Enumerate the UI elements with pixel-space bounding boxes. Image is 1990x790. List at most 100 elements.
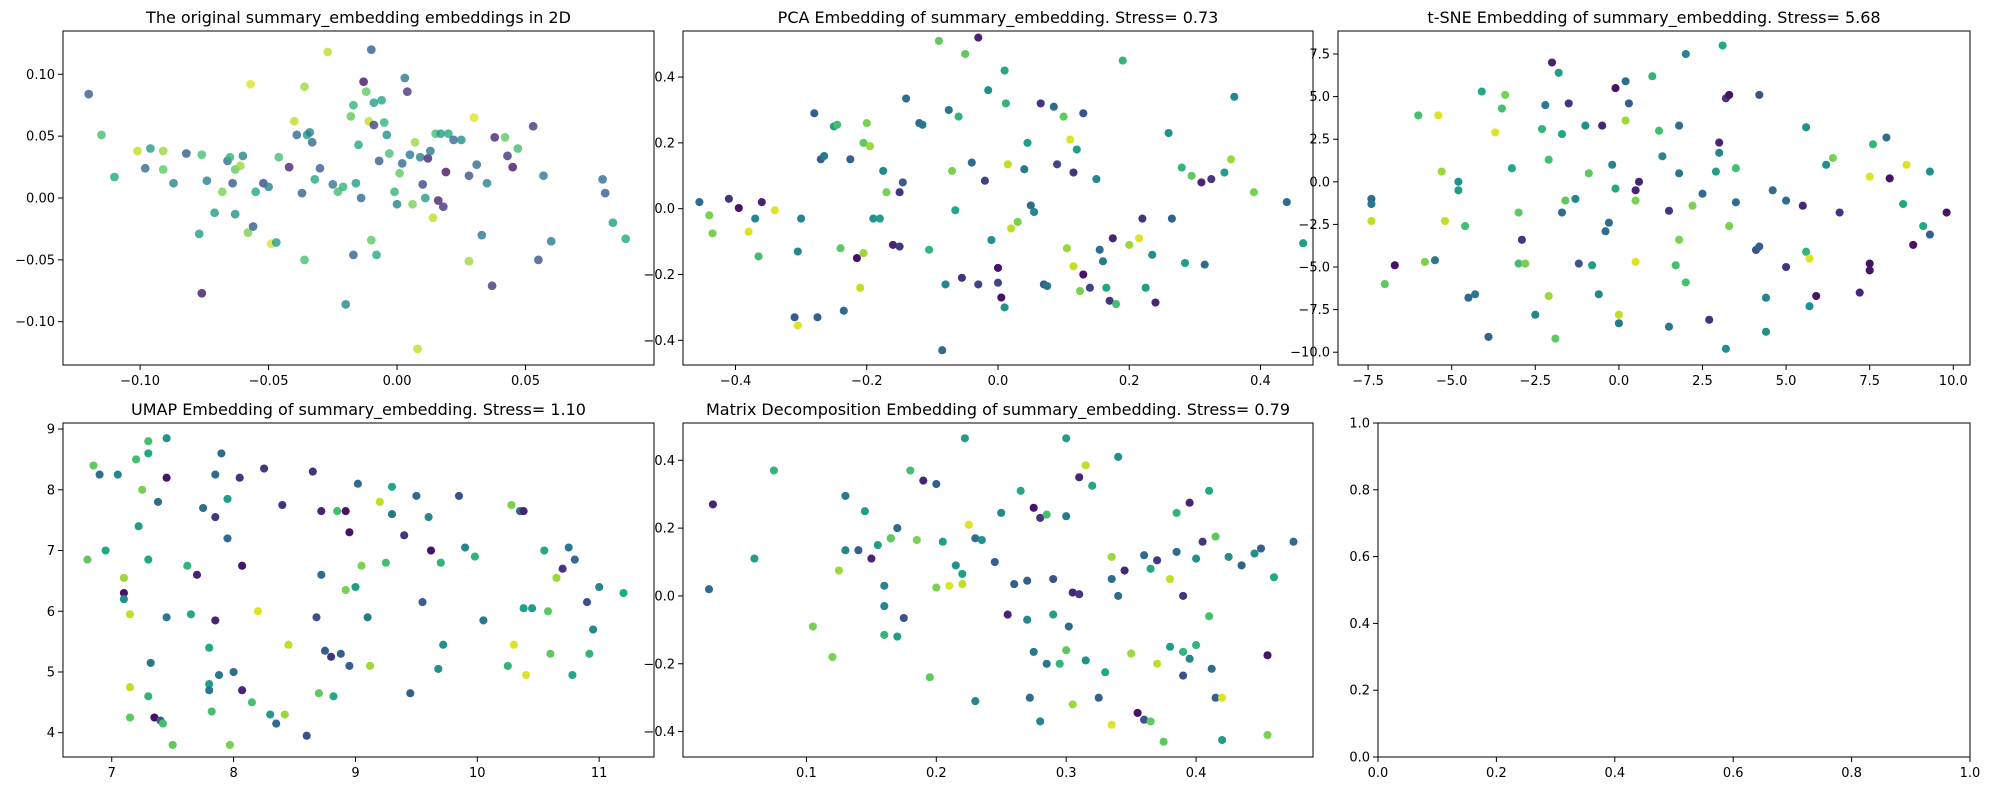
scatter-point: [1207, 175, 1216, 184]
scatter-point: [808, 622, 817, 631]
scatter-point: [1197, 178, 1206, 187]
scatter-point: [608, 218, 618, 228]
scatter-point: [1805, 254, 1814, 263]
y-tick-label: 0.0: [654, 202, 675, 217]
axes-frame: [62, 422, 655, 758]
scatter-point: [522, 670, 531, 680]
scatter-point: [1105, 296, 1114, 305]
scatter-point: [1557, 208, 1567, 217]
scatter-point: [341, 585, 350, 595]
scatter-point: [813, 313, 822, 322]
scatter-point: [1029, 647, 1038, 656]
scatter-point: [1902, 160, 1911, 169]
scatter-points: [695, 33, 1308, 355]
scatter-point: [1899, 199, 1908, 209]
scatter-point: [1148, 250, 1157, 259]
y-tick-label: 0.10: [26, 68, 55, 83]
scatter-point: [708, 229, 717, 238]
x-tick-label: 0.0: [1368, 766, 1389, 781]
scatter-point: [834, 566, 843, 575]
y-tick-label: 0.2: [654, 136, 675, 151]
scatter-point: [1042, 659, 1051, 668]
scatter-point: [349, 250, 358, 260]
scatter-point: [1064, 622, 1073, 631]
scatter-point: [320, 646, 330, 655]
y-tick-label: 4: [47, 726, 55, 741]
scatter-point: [1112, 300, 1121, 309]
scatter-point: [1101, 668, 1110, 677]
scatter-point: [902, 94, 911, 103]
x-tick-label: −5.0: [1436, 374, 1468, 389]
scatter-point: [310, 175, 320, 184]
y-tick-label: 0.0: [654, 589, 675, 604]
scatter-point: [1042, 510, 1051, 519]
scatter-point: [1782, 196, 1791, 205]
scatter-point: [1205, 486, 1214, 495]
scatter-point: [1049, 610, 1058, 619]
scatter-point: [1715, 138, 1724, 147]
scatter-point: [519, 507, 528, 516]
scatter-point: [1023, 576, 1032, 585]
scatter-point: [1069, 262, 1078, 271]
scatter-point: [704, 585, 714, 594]
scatter-point: [1075, 286, 1085, 296]
scatter-point: [225, 152, 235, 162]
scatter-points: [704, 434, 1298, 746]
scatter-point: [395, 168, 404, 178]
scatter-point: [1153, 659, 1162, 668]
scatter-point: [1414, 111, 1423, 120]
x-tick-label: 0.4: [1250, 374, 1271, 389]
scatter-point: [1179, 671, 1188, 680]
scatter-point: [384, 149, 394, 158]
scatter-point: [519, 604, 528, 613]
scatter-point: [379, 118, 389, 127]
scatter-point: [284, 640, 293, 649]
scatter-point: [235, 473, 244, 482]
scatter-point: [314, 689, 323, 698]
scatter-point: [1200, 260, 1209, 269]
scatter-point: [957, 273, 966, 282]
x-tick-label: 11: [591, 766, 608, 781]
scatter-point: [960, 434, 969, 443]
scatter-point: [1282, 198, 1291, 207]
scatter-point: [1159, 737, 1168, 746]
scatter-point: [997, 293, 1006, 302]
scatter-point: [392, 199, 402, 209]
scatter-point: [247, 698, 256, 707]
scatter-point: [1437, 167, 1446, 176]
scatter-point: [418, 598, 427, 607]
scatter-point: [271, 238, 281, 247]
scatter-point: [918, 120, 927, 129]
scatter-point: [948, 166, 957, 175]
scatter-point: [1718, 41, 1727, 50]
scatter-point: [197, 150, 207, 160]
scatter-point: [144, 555, 153, 564]
scatter-point: [1185, 654, 1194, 663]
scatter-point: [125, 683, 135, 692]
scatter-point: [570, 555, 579, 564]
scatter-point: [400, 73, 410, 83]
scatter-point: [1013, 217, 1022, 226]
scatter-point: [836, 244, 845, 253]
scatter-points: [1367, 41, 1951, 353]
scatter-point: [146, 658, 155, 667]
scatter-point: [278, 500, 287, 510]
scatter-point: [1001, 99, 1010, 108]
scatter-point: [1681, 278, 1690, 287]
scatter-point: [951, 206, 960, 215]
x-tick-label: 7: [108, 766, 116, 781]
scatter-point: [1127, 649, 1136, 658]
scatter-point: [158, 165, 168, 174]
scatter-point: [1138, 214, 1147, 223]
scatter-point: [875, 214, 884, 223]
scatter-point: [540, 546, 549, 555]
scatter-point: [971, 697, 980, 706]
chart-title: PCA Embedding of summary_embedding. Stre…: [778, 8, 1219, 28]
scatter-point: [211, 513, 220, 522]
scatter-point: [223, 534, 232, 543]
scatter-point: [1675, 235, 1684, 244]
scatter-point: [426, 146, 435, 156]
scatter-point: [146, 144, 155, 153]
scatter-point: [1551, 334, 1560, 343]
scatter-point: [444, 129, 453, 139]
